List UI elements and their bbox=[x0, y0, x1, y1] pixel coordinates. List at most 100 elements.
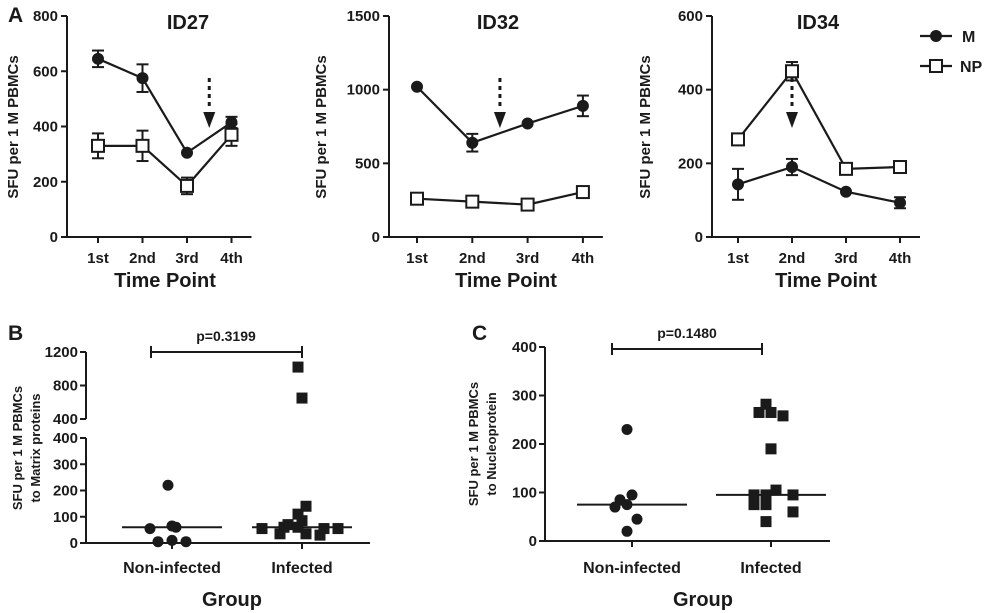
x-tick-label: 3rd bbox=[516, 250, 539, 267]
point-np bbox=[839, 161, 853, 176]
data-point bbox=[609, 501, 621, 513]
x-tick-label: 2nd bbox=[779, 250, 806, 267]
legend-np-label: NP bbox=[960, 59, 983, 76]
y-tick-label: 500 bbox=[355, 155, 380, 172]
data-point bbox=[180, 536, 192, 548]
x-axis-title: Group bbox=[202, 589, 262, 611]
point-m bbox=[92, 52, 104, 65]
point-np bbox=[91, 138, 105, 153]
legend-m-marker bbox=[930, 30, 942, 42]
x-axis-title: Time Point bbox=[455, 270, 557, 292]
data-point bbox=[162, 479, 174, 491]
data-point bbox=[760, 499, 772, 511]
arrow-head bbox=[786, 112, 798, 128]
x-tick-label: 1st bbox=[406, 250, 428, 267]
y-tick-label: 1500 bbox=[347, 8, 380, 25]
legend-m-label: M bbox=[962, 29, 975, 46]
chart-id32: ID32 0 500 1000 1500 1st 2nd 3rd 4th Time Point SF… bbox=[313, 8, 603, 292]
y-tick-label: 1200 bbox=[45, 344, 78, 361]
point-m bbox=[576, 99, 589, 112]
data-point bbox=[292, 361, 304, 373]
arrow-head bbox=[493, 112, 506, 128]
chart-title: ID34 bbox=[797, 12, 840, 34]
y-tick-label: 400 bbox=[678, 82, 703, 99]
y-tick-label: 300 bbox=[512, 388, 537, 405]
arrow-head bbox=[203, 112, 216, 128]
data-point bbox=[765, 443, 777, 455]
data-point bbox=[621, 525, 633, 537]
data-point bbox=[621, 423, 633, 435]
p-value: p=0.3199 bbox=[196, 328, 256, 344]
point-m bbox=[181, 146, 193, 159]
point-m bbox=[136, 72, 149, 85]
data-point bbox=[770, 484, 782, 496]
data-point bbox=[760, 516, 772, 528]
chart-id34: ID34 0 200 400 600 1st 2nd 3rd 4th Time Point SFU … bbox=[637, 8, 920, 292]
point-np bbox=[785, 64, 799, 79]
y-axis-title: SFU per 1 M PBMCs bbox=[10, 386, 25, 510]
x-axis-title: Time Point bbox=[775, 270, 877, 292]
y-tick-label: 100 bbox=[512, 485, 537, 502]
panel-label-c: C bbox=[472, 322, 487, 345]
point-m bbox=[786, 161, 798, 174]
y-tick-label: 600 bbox=[678, 8, 703, 25]
x-tick-label: 3rd bbox=[175, 250, 198, 267]
y-tick-label: 0 bbox=[695, 229, 703, 246]
series-np-line bbox=[737, 69, 901, 170]
y-axis-title: SFU per 1 M PBMCs bbox=[466, 382, 481, 506]
point-np bbox=[224, 127, 239, 142]
x-tick-label: 2nd bbox=[129, 250, 156, 267]
y-tick-label: 200 bbox=[678, 155, 703, 172]
y-tick-label: 400 bbox=[512, 339, 537, 356]
point-m bbox=[225, 116, 238, 129]
x-axis-title: Time Point bbox=[114, 270, 216, 292]
y-tick-label: 400 bbox=[53, 411, 78, 428]
series-m-line bbox=[416, 85, 584, 144]
series-np-line bbox=[416, 190, 584, 206]
x-tick-label: 1st bbox=[87, 250, 109, 267]
data-point bbox=[296, 392, 308, 404]
x-tick-label: 1st bbox=[727, 250, 749, 267]
point-m bbox=[466, 136, 479, 149]
y-tick-label: 0 bbox=[529, 533, 537, 550]
y-tick-label: 300 bbox=[53, 456, 78, 473]
point-np bbox=[410, 191, 424, 206]
point-m bbox=[732, 178, 744, 191]
y-axis-title-2: to Nucleoprotein bbox=[484, 392, 499, 495]
series-m-line bbox=[737, 165, 901, 204]
data-point bbox=[748, 499, 760, 511]
x-tick-label: 4th bbox=[572, 250, 595, 267]
x-tick-label: Infected bbox=[271, 560, 332, 577]
data-point bbox=[166, 534, 178, 546]
data-point bbox=[753, 406, 765, 418]
x-tick-label: 4th bbox=[889, 250, 912, 267]
point-np bbox=[893, 160, 907, 175]
data-point bbox=[318, 523, 330, 535]
data-point bbox=[631, 513, 643, 525]
series-np-line bbox=[98, 134, 233, 188]
y-axis-title-2: to Matrix proteins bbox=[28, 393, 43, 502]
data-point bbox=[787, 506, 799, 518]
y-tick-label: 0 bbox=[70, 535, 78, 552]
y-tick-label: 800 bbox=[33, 8, 58, 25]
y-tick-label: 0 bbox=[50, 229, 58, 246]
data-point bbox=[300, 500, 312, 512]
data-point bbox=[292, 508, 304, 520]
point-np bbox=[135, 138, 150, 153]
series-m-line bbox=[97, 57, 233, 155]
data-point bbox=[626, 489, 638, 501]
x-tick-label: Infected bbox=[740, 560, 801, 577]
x-tick-label: 2nd bbox=[459, 250, 486, 267]
x-tick-label: 4th bbox=[220, 250, 243, 267]
y-axis-title: SFU per 1 M PBMCs bbox=[637, 55, 654, 198]
y-axis-title: SFU per 1 M PBMCs bbox=[5, 55, 22, 198]
point-np bbox=[731, 132, 745, 147]
point-m bbox=[840, 185, 852, 198]
y-tick-label: 200 bbox=[53, 483, 78, 500]
y-tick-label: 100 bbox=[53, 509, 78, 526]
y-tick-label: 800 bbox=[53, 378, 78, 395]
point-np bbox=[465, 194, 480, 209]
legend: M NP bbox=[920, 29, 983, 76]
chart-matrix-proteins: 400 800 1200 0 100 200 300 400 Non-infected Infec… bbox=[10, 328, 370, 611]
